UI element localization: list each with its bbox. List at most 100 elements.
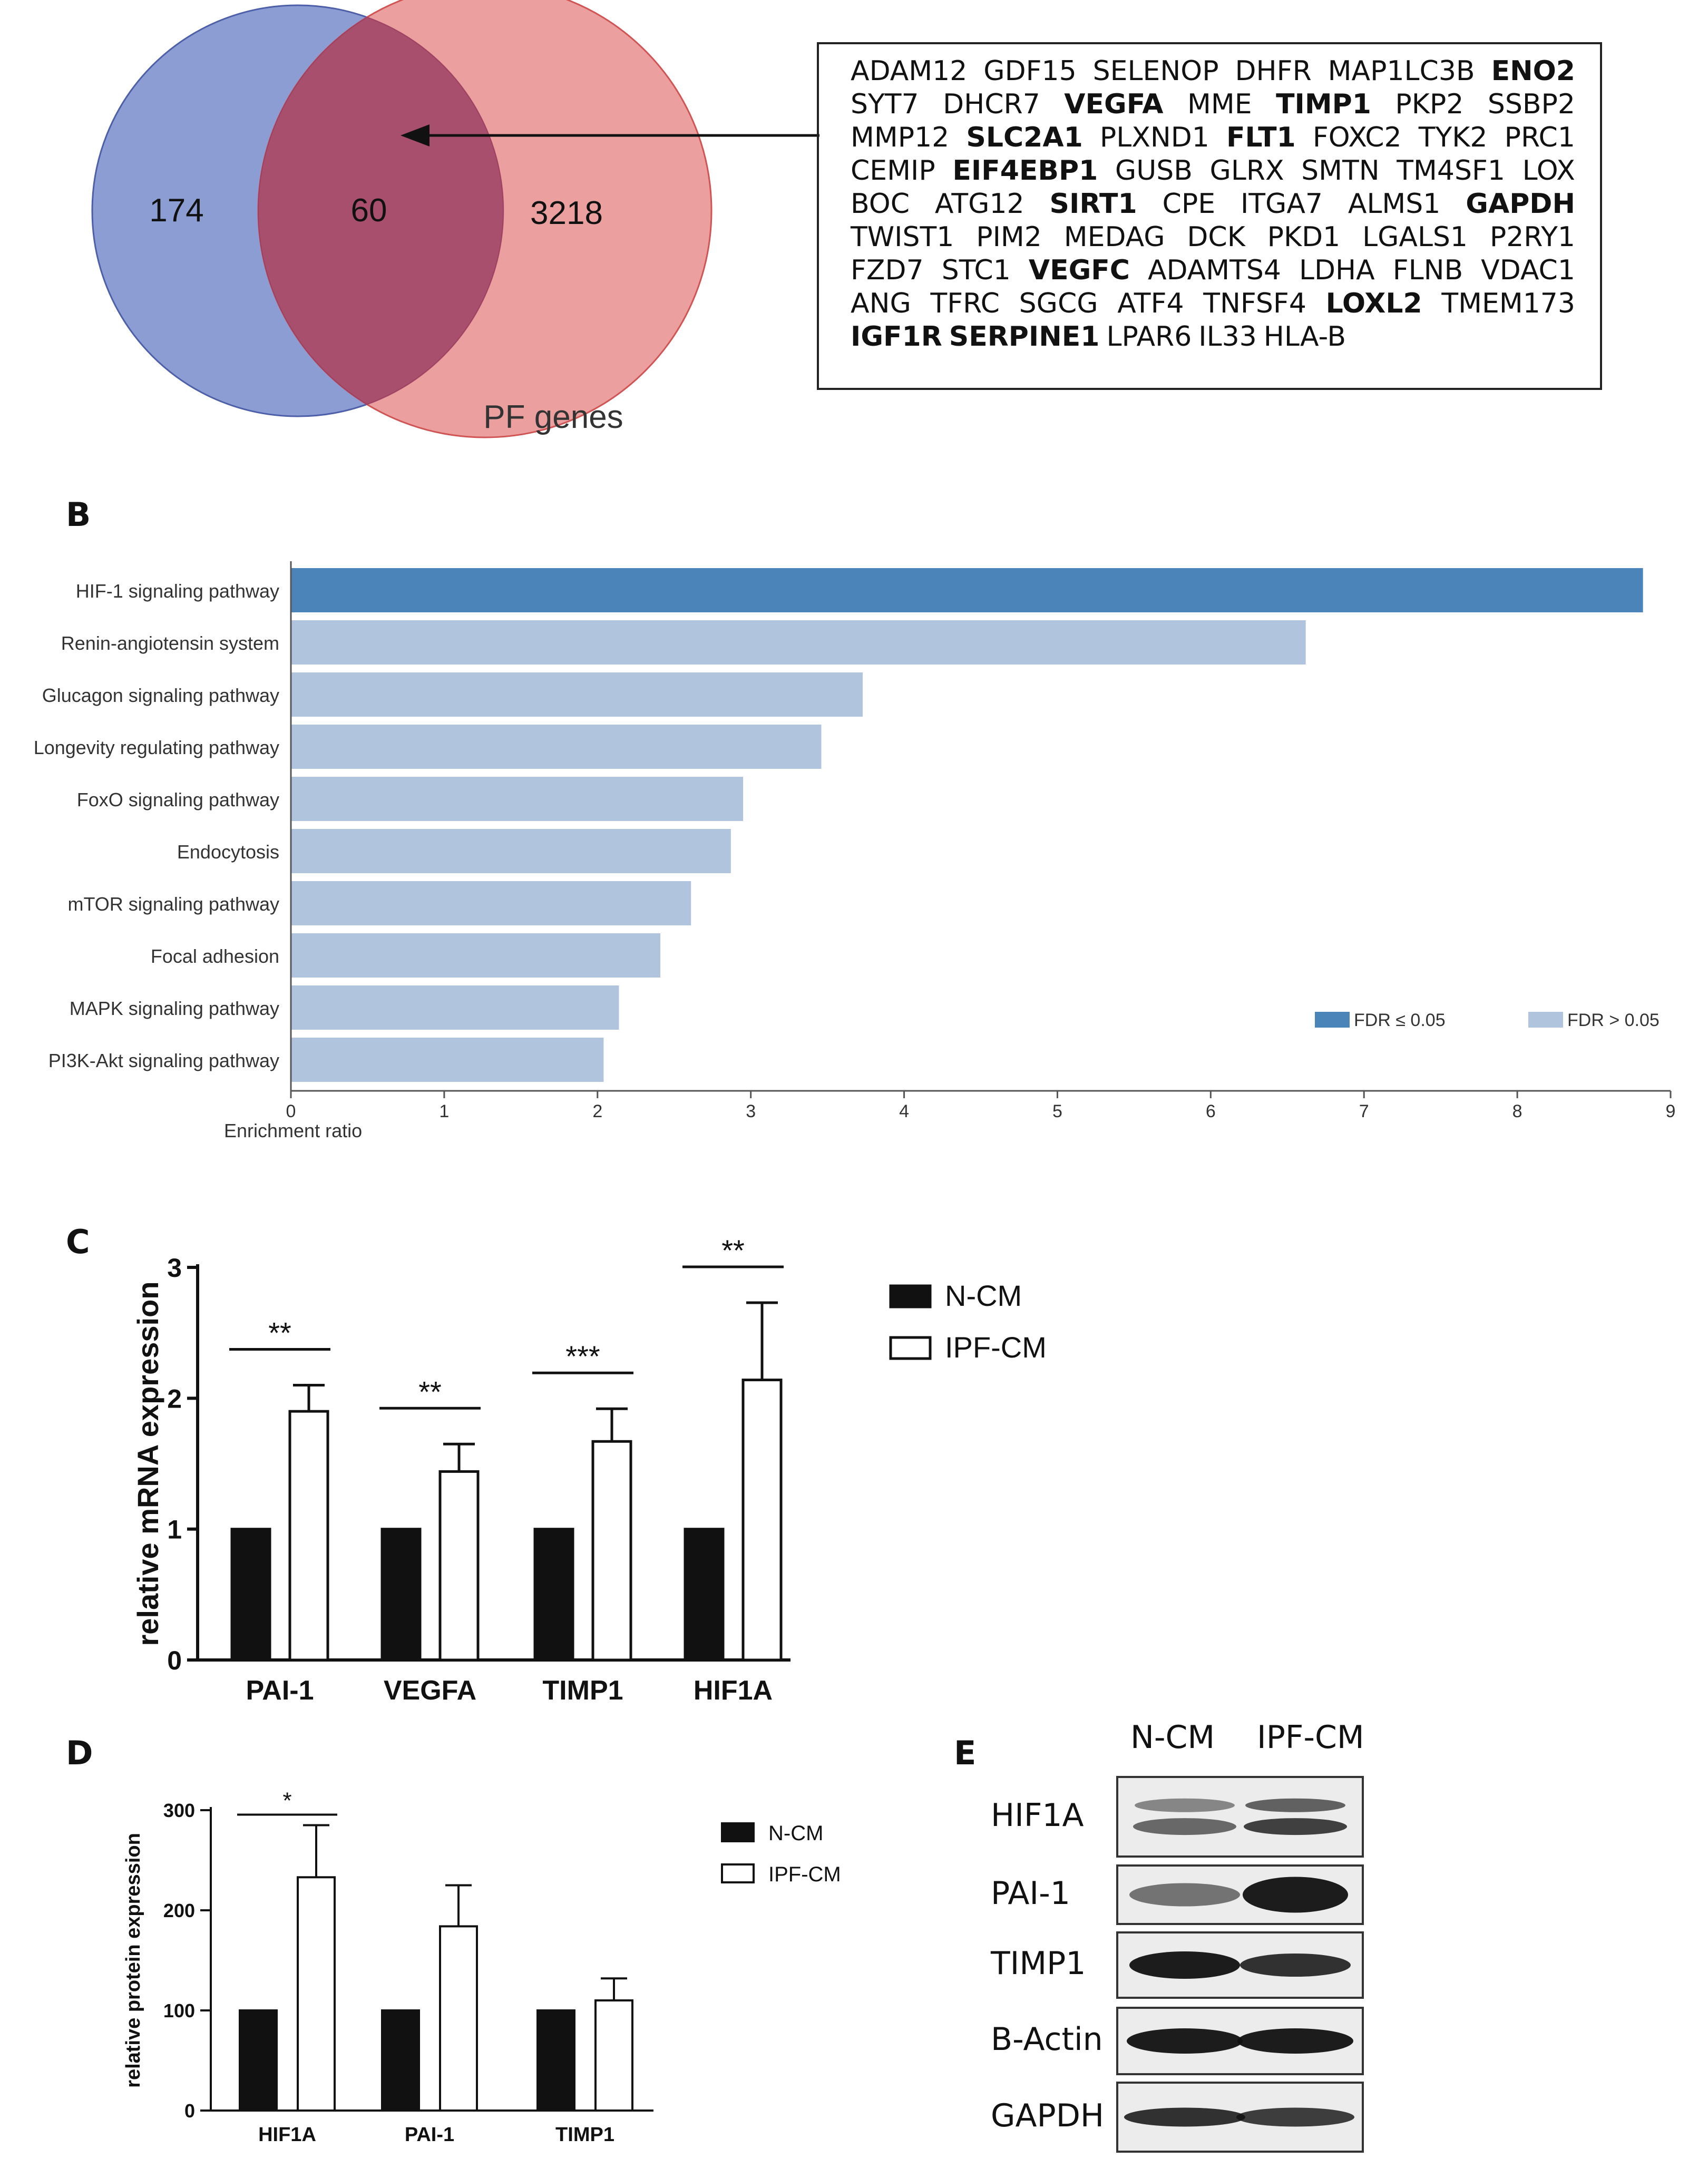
pathway-label: FoxO signaling pathway <box>77 789 279 810</box>
panel-label-b: B <box>66 495 91 534</box>
enrichment-bar <box>291 725 822 769</box>
blot-band <box>1236 2107 1354 2127</box>
venn-diagram: 174 60 3218 PF genes <box>91 0 713 438</box>
gene-name: EIF4EBP1 <box>952 155 1098 187</box>
category-label: VEGFA <box>384 1675 476 1706</box>
y-tick-label: 2 <box>167 1384 182 1413</box>
x-tick-label: 6 <box>1206 1101 1216 1121</box>
gene-name: MME <box>1187 89 1252 120</box>
gene-name: PIM2 <box>976 221 1042 253</box>
bar-ipfcm <box>288 1410 329 1662</box>
legend-label: FDR > 0.05 <box>1567 1010 1660 1030</box>
gene-name: DCK <box>1187 221 1245 253</box>
blot-band <box>1129 1951 1240 1979</box>
gene-name: MAP1LC3B <box>1328 55 1475 87</box>
enrichment-bar <box>291 1038 604 1082</box>
legend-swatch <box>721 1863 755 1883</box>
bar-ncm <box>239 2009 278 2112</box>
panel-label-e: E <box>954 1734 977 1772</box>
legend-label: N-CM <box>768 1822 823 1845</box>
bar-ipfcm <box>591 1440 632 1662</box>
legend-swatch <box>889 1284 932 1308</box>
enrichment-bar <box>291 881 691 925</box>
gene-line: MMP12 SLC2A1 PLXND1 FLT1 FOXC2 TYK2 PRC1 <box>851 121 1575 154</box>
y-tick-label: 300 <box>163 1800 195 1821</box>
gene-name: SMTN <box>1301 155 1380 187</box>
significance-marker: ** <box>418 1375 442 1408</box>
bar-ncm <box>533 1528 574 1662</box>
gene-line: BOC ATG12 SIRT1 CPE ITGA7 ALMS1 GAPDH <box>851 188 1575 221</box>
gene-name: VEGFC <box>1028 255 1130 286</box>
gene-name: HLA-B <box>1263 321 1346 353</box>
y-tick-label: 100 <box>163 2000 195 2021</box>
gene-name: TFRC <box>930 288 1000 319</box>
gene-name: TIMP1 <box>1276 89 1371 120</box>
y-tick-label: 3 <box>167 1253 182 1283</box>
gene-name: PKP2 <box>1395 89 1464 120</box>
gene-name: GDF15 <box>983 55 1077 87</box>
x-tick-label: 8 <box>1512 1101 1522 1121</box>
category-label: PAI-1 <box>405 2124 454 2146</box>
gene-name: SYT7 <box>851 89 919 120</box>
venn-right-label: PF genes <box>483 399 623 435</box>
pathway-label: Longevity regulating pathway <box>34 737 279 758</box>
gene-name: LPAR6 <box>1106 321 1192 353</box>
significance-marker: ** <box>721 1234 745 1267</box>
gene-name: ADAM12 <box>851 55 968 87</box>
category-label: HIF1A <box>258 2124 316 2146</box>
gene-name: IL33 <box>1198 321 1257 353</box>
gene-name: IGF1R <box>851 321 942 353</box>
x-tick-label: 1 <box>439 1101 449 1121</box>
gene-name: SIRT1 <box>1049 188 1137 220</box>
x-tick-label: 2 <box>592 1101 602 1121</box>
bar-ncm <box>381 2009 420 2112</box>
gene-name: PKD1 <box>1267 221 1341 253</box>
legend-swatch <box>889 1336 932 1360</box>
gene-name: BOC <box>851 188 910 220</box>
gene-name: GUSB <box>1115 155 1193 187</box>
gene-name: ADAMTS4 <box>1147 255 1281 286</box>
pathway-label: mTOR signaling pathway <box>67 893 279 915</box>
y-tick-label: 1 <box>167 1515 182 1545</box>
enrichment-bar <box>291 568 1643 612</box>
protein-expression-chart: 0 100 200 300 relative protein expression HIF… <box>122 1788 841 2146</box>
blot-band <box>1243 1877 1348 1913</box>
gene-name: MMP12 <box>851 122 950 153</box>
bar-ipfcm <box>594 1999 633 2112</box>
gene-name: FZD7 <box>851 255 924 286</box>
y-tick-label: 0 <box>184 2100 195 2122</box>
gene-name: ATG12 <box>934 188 1024 220</box>
pathway-label: PI3K-Akt signaling pathway <box>48 1050 279 1071</box>
shared-gene-list: ADAM12 GDF15 SELENOP DHFR MAP1LC3B ENO2 SYT7 DH… <box>851 55 1575 354</box>
blot-strip <box>1116 2082 1364 2153</box>
panel-label-d: D <box>66 1734 93 1772</box>
category-label: TIMP1 <box>555 2124 614 2146</box>
y-axis-title: relative protein expression <box>122 1833 144 2088</box>
venn-pointer-arrow <box>401 124 819 146</box>
gene-name: P2RY1 <box>1489 221 1575 253</box>
blot-band <box>1244 1818 1347 1835</box>
blot-membrane <box>1116 1776 1364 1858</box>
gene-name: ENO2 <box>1491 55 1575 87</box>
gene-name: SERPINE1 <box>949 321 1100 353</box>
venn-overlap <box>258 16 504 405</box>
y-tick-label: 0 <box>167 1646 182 1675</box>
gene-name: SLC2A1 <box>966 122 1083 153</box>
gene-name: ANG <box>851 288 911 319</box>
blot-band <box>1237 2028 1353 2054</box>
gene-name: ATF4 <box>1117 288 1184 319</box>
enrichment-bar-chart: HIF-1 signaling pathway Renin-angiotensin… <box>34 561 1675 1141</box>
blot-band <box>1129 1883 1240 1907</box>
y-tick-label: 200 <box>163 1900 195 1921</box>
legend-swatch <box>1528 1012 1563 1028</box>
panel-label-c: C <box>66 1223 90 1261</box>
blot-strip <box>1116 1864 1364 1925</box>
gene-name: SELENOP <box>1092 55 1219 87</box>
category-label: HIF1A <box>694 1675 773 1706</box>
gene-name: VDAC1 <box>1481 255 1575 286</box>
gene-name: FLNB <box>1392 255 1463 286</box>
gene-name: TNFSF4 <box>1203 288 1306 319</box>
gene-line: IGF1R SERPINE1 LPAR6 IL33 HLA-B <box>851 320 1575 354</box>
x-tick-label: 3 <box>746 1101 756 1121</box>
